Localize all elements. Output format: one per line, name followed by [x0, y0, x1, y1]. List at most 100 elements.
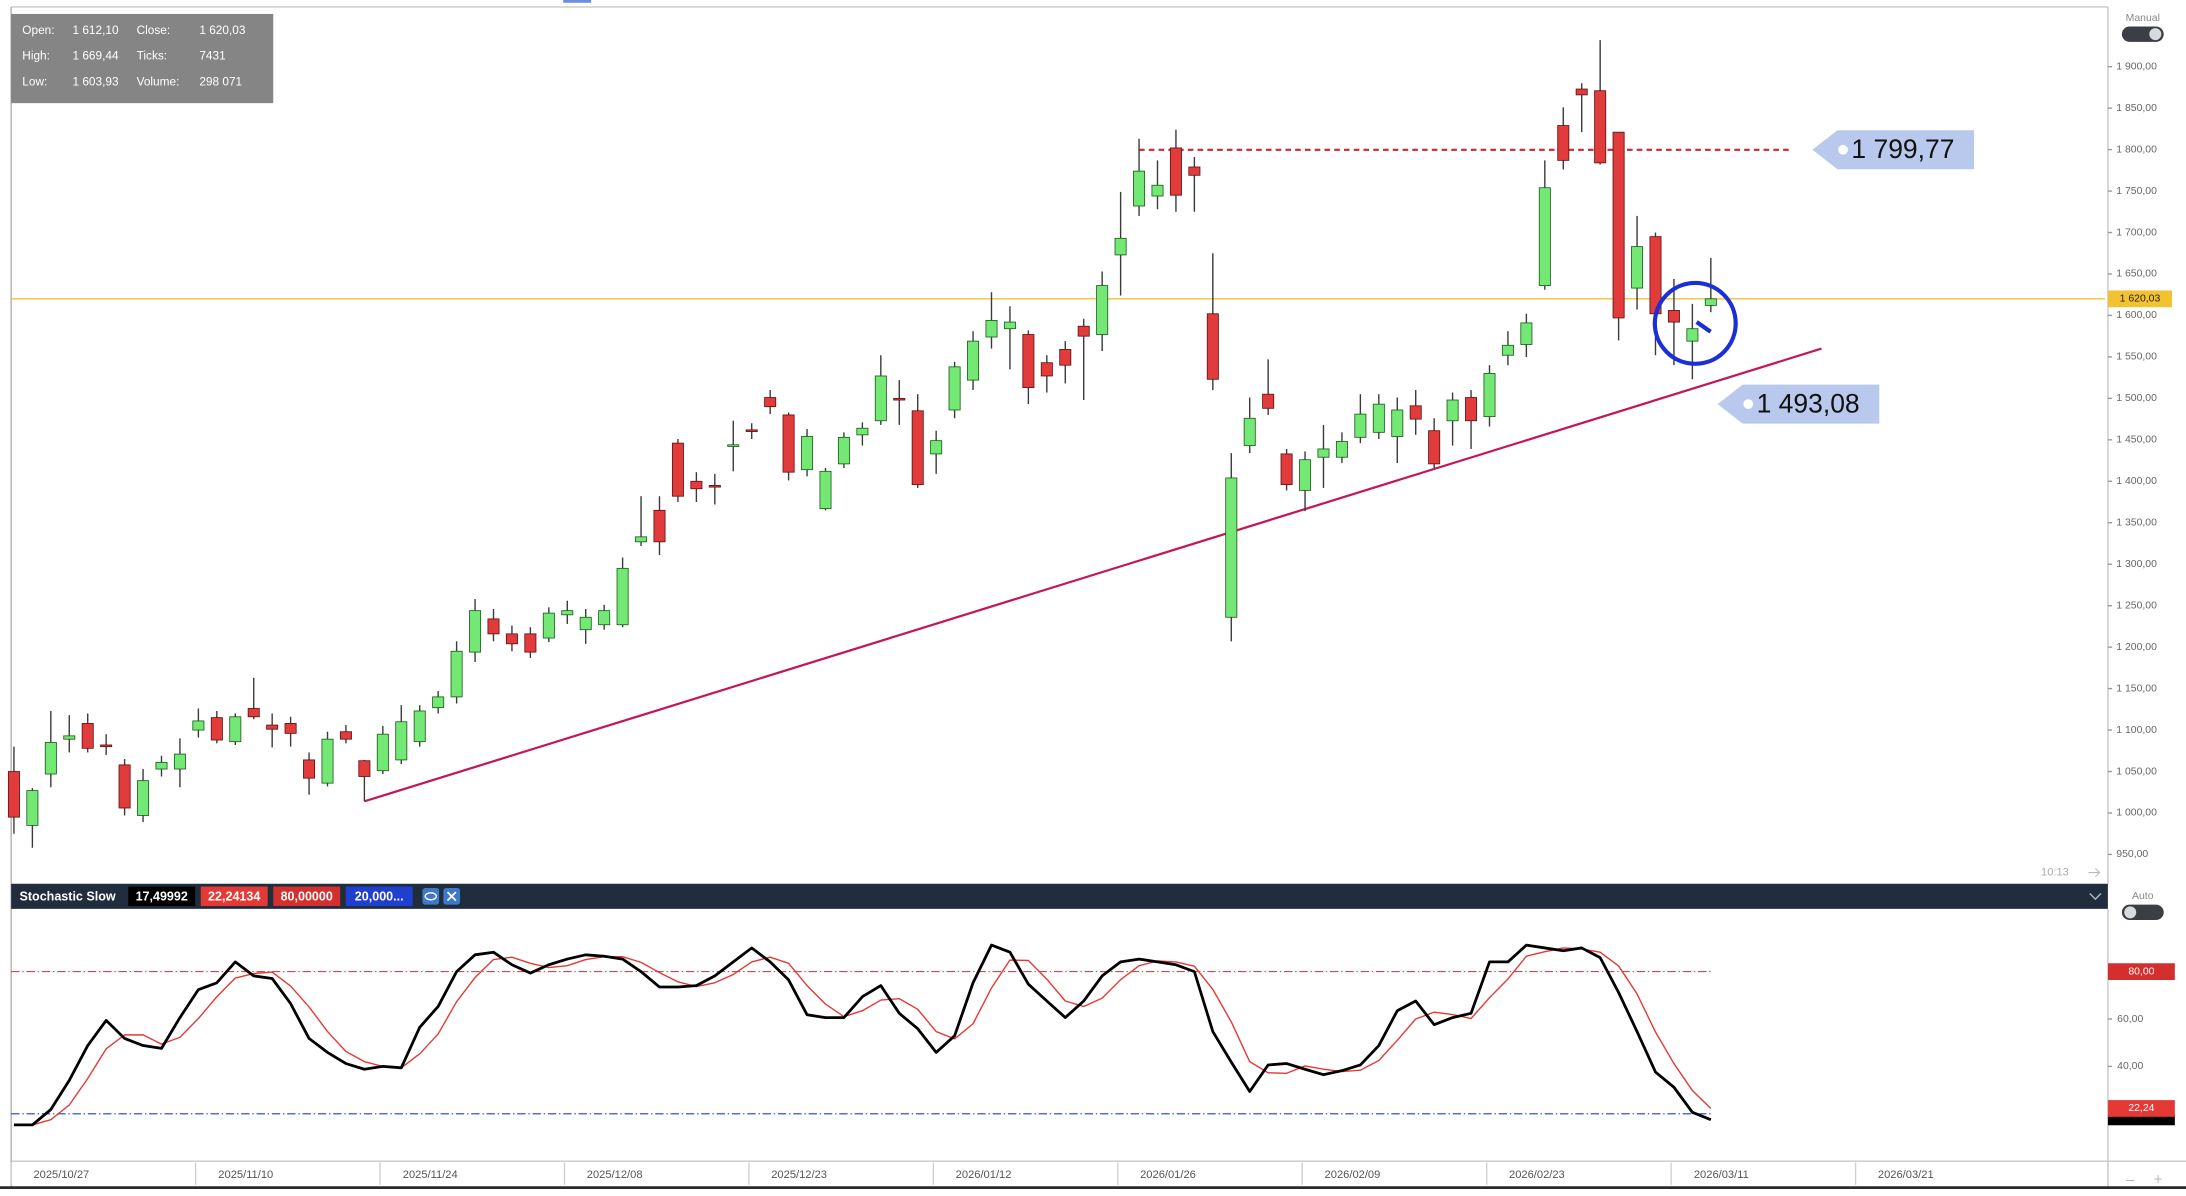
axis-value-label: 22,24 [2128, 1103, 2154, 1114]
indicator-value: 20,000... [355, 889, 404, 903]
x-tick-label: 2026/01/12 [956, 1169, 1012, 1181]
time-label: 10:13 [2041, 867, 2069, 879]
candle-body [118, 764, 131, 809]
info-label: Ticks: [137, 49, 167, 63]
controls: Manual Auto – + [2121, 13, 2164, 1189]
trend-callout-dot [1743, 399, 1754, 409]
y-tick-label: 1 150,00 [2116, 683, 2157, 694]
candle-body [1354, 413, 1367, 438]
candle-body [1372, 403, 1385, 433]
candle-body [708, 485, 721, 488]
price-pane: 950,00 1 000,00 1 050,00 1 100,00 1 150,00 1 … [7, 40, 2173, 879]
info-value: 1 603,93 [72, 74, 118, 88]
candle-body [764, 397, 777, 408]
y-tick-label: 1 350,00 [2116, 518, 2157, 529]
x-tick-label: 2026/02/09 [1325, 1169, 1381, 1181]
trendline [364, 347, 1822, 803]
candle-body [376, 733, 389, 772]
axis-value-box [2107, 1100, 2175, 1117]
candle-body [1225, 477, 1238, 618]
axis-value-box [2107, 1115, 2175, 1126]
candle-body [1501, 344, 1514, 356]
indicator-value: 80,00000 [281, 889, 333, 903]
axis-value-label: 80,00 [2128, 966, 2154, 977]
toggle-label: Auto [2132, 891, 2154, 902]
last-price-box [2107, 290, 2173, 308]
candle-body [745, 429, 758, 432]
y-tick-label: 1 400,00 [2116, 476, 2157, 487]
info-label: Volume: [137, 74, 180, 88]
indicator-value-box [345, 886, 413, 907]
candle-body [690, 480, 703, 490]
candle-body [81, 722, 94, 749]
y-tick-label: 1 500,00 [2116, 393, 2157, 404]
x-tick-label: 2025/11/10 [218, 1169, 273, 1181]
candle-body [1575, 88, 1588, 96]
x-tick-label: 2026/02/23 [1509, 1169, 1565, 1181]
candle-body [930, 440, 943, 455]
zoom-button[interactable]: + [2154, 1172, 2163, 1189]
level-callout-dot [1838, 144, 1848, 155]
candle-body [561, 610, 574, 616]
candle-body [505, 633, 518, 645]
candle-body [63, 735, 76, 740]
candle-body [487, 618, 500, 635]
candle-body [1520, 322, 1533, 345]
candle-body [542, 612, 555, 639]
candle-body [893, 397, 906, 401]
stoch-line [13, 943, 1712, 1127]
candle-body [1335, 441, 1348, 458]
candle-body [1631, 246, 1644, 289]
candle-body [1206, 313, 1219, 380]
candle-body [339, 731, 352, 740]
highlight-circle [1652, 280, 1738, 366]
trend-callout-shape [1717, 384, 1880, 424]
zoom-button[interactable]: – [2126, 1172, 2135, 1189]
indicator-title: Stochastic Slow [20, 889, 116, 903]
candle-body [432, 696, 445, 709]
visibility-button[interactable] [422, 887, 440, 905]
collapse-button[interactable] [2089, 893, 2102, 901]
candle-body [303, 759, 316, 779]
date-axis: 2025/10/27 2025/11/10 2025/11/24 2025/12/08… [10, 1162, 1934, 1185]
candle-body [210, 717, 223, 741]
ohlc-info-box [11, 13, 274, 104]
toggle-knob [2124, 906, 2137, 919]
y-tick-label: 1 250,00 [2116, 600, 2157, 611]
candle-body [819, 470, 832, 510]
trend-callout-label: 1 493,08 [1757, 388, 1860, 418]
candle-body [1243, 417, 1256, 447]
candle-body [1133, 170, 1146, 207]
y-tick-label: 40,00 [2117, 1061, 2143, 1072]
stoch-line [13, 947, 1712, 1126]
axis-value-box [2107, 963, 2175, 980]
candle-body [229, 716, 242, 743]
candle-body [616, 567, 629, 626]
candle-body [579, 616, 592, 631]
candle-body [1299, 459, 1312, 491]
candle-body [1483, 373, 1496, 418]
x-tick-label: 2025/10/27 [33, 1169, 89, 1181]
candle-body [1391, 409, 1404, 437]
info-value: 1 612,10 [72, 23, 118, 37]
candle-body [911, 410, 924, 486]
x-tick-label: 2025/12/08 [587, 1169, 643, 1181]
indicator-value-box [273, 886, 341, 907]
candle-body [450, 650, 463, 698]
candle-body [985, 319, 998, 338]
candle-body [1022, 334, 1035, 389]
candle-body [1003, 321, 1016, 330]
candle-body [137, 780, 150, 816]
highlight-tick [1695, 320, 1712, 334]
indicator-value: 22,24134 [208, 889, 260, 903]
indicator-value: 17,49992 [136, 889, 188, 903]
tab-indicator [563, 0, 592, 3]
candle-body [247, 708, 260, 718]
info-value: 7431 [199, 49, 225, 63]
candle-body [266, 724, 279, 730]
candle-body [1686, 328, 1699, 342]
candle-body [1151, 184, 1164, 197]
info-label: Low: [22, 74, 47, 88]
